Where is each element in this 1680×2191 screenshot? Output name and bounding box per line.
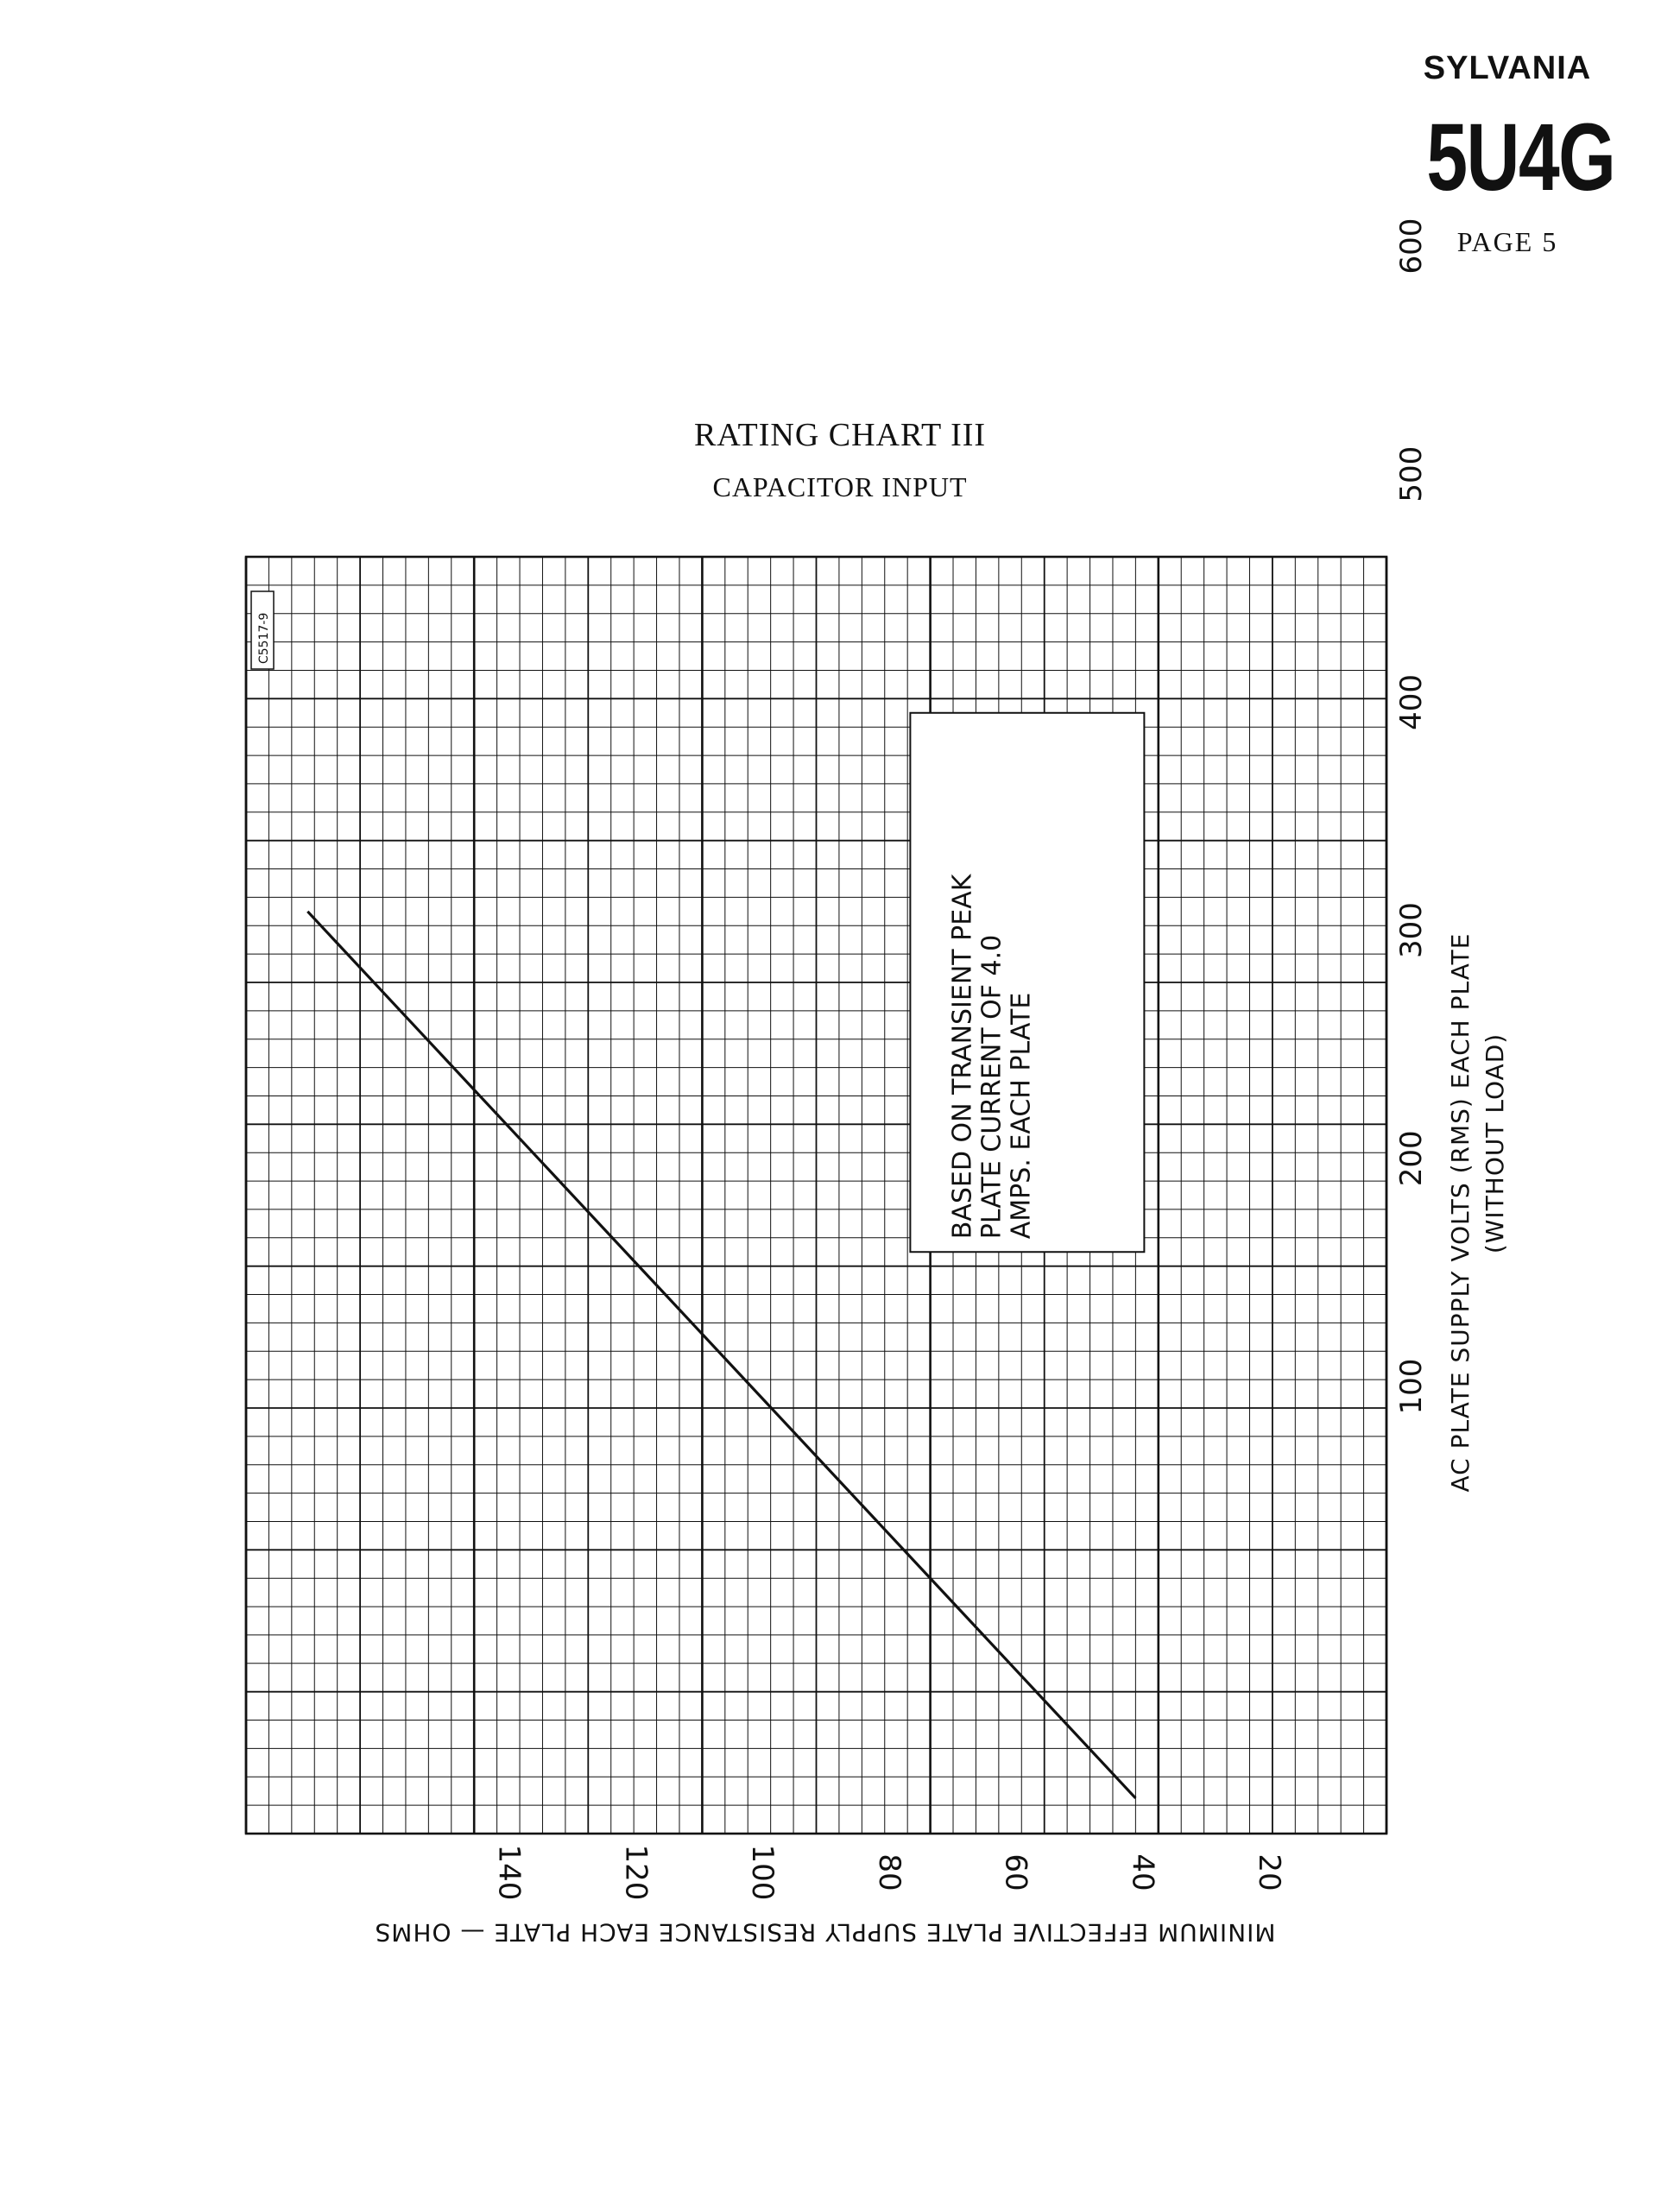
chart-code-box [250,590,275,670]
voltage-tick-label: 300 [1394,902,1429,958]
annotation-line: AMPS. EACH PLATE [1006,993,1036,1240]
resistance-tick-label: 100 [745,1845,780,1901]
chart-labels: 100 200 300 400 500 600 140 120 100 80 60 40 20 AC PL… [374,218,1509,1947]
plot-frame [244,555,1388,1835]
voltage-axis-title: AC PLATE SUPPLY VOLTS (RMS) EACH PLATE [1446,933,1475,1493]
chart-title: RATING CHART III [693,417,987,453]
annotation-box [909,711,1146,1253]
resistance-tick-label: 80 [872,1853,906,1891]
resistance-axis-title: MINIMUM EFFECTIVE PLATE SUPPLY RESISTANC… [374,1918,1275,1947]
resistance-tick-label: 120 [618,1845,653,1901]
resistance-tick-label: 140 [492,1845,527,1901]
voltage-tick-label: 400 [1394,674,1429,730]
annotation-text: BASED ON TRANSIENT PEAKPLATE CURRENT OF … [947,873,1036,1239]
resistance-tick-label: 40 [1125,1853,1159,1891]
chart-code: C5517-9 [257,613,271,664]
brand-name: SYLVANIA [1423,50,1592,86]
annotation-line: PLATE CURRENT OF 4.0 [976,935,1007,1239]
tube-model: 5U4G [1426,104,1615,211]
series-line [306,910,1137,1800]
voltage-tick-label: 500 [1394,446,1429,502]
voltage-tick-label: 200 [1394,1130,1429,1186]
voltage-tick-label: 600 [1394,218,1429,275]
chart-grid [244,555,1388,1835]
resistance-tick-label: 60 [999,1853,1033,1891]
voltage-axis-subtitle: (WITHOUT LOAD) [1481,1033,1509,1253]
chart-marks: BASED ON TRANSIENT PEAKPLATE CURRENT OF … [250,590,1146,1800]
annotation-line: BASED ON TRANSIENT PEAK [947,873,977,1239]
voltage-tick-label: 100 [1394,1359,1429,1415]
resistance-tick-label: 20 [1252,1853,1286,1891]
chart-subtitle: CAPACITOR INPUT [712,471,968,502]
page-number: PAGE 5 [1456,226,1558,257]
